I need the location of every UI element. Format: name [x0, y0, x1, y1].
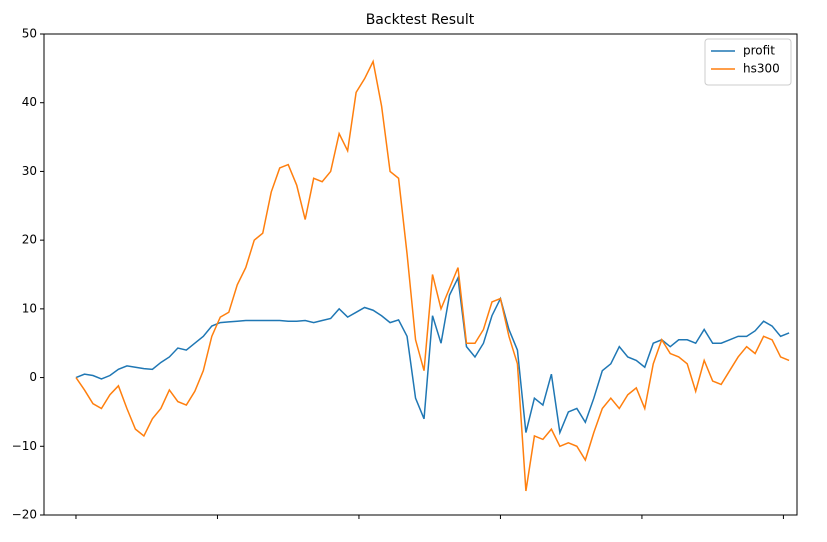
y-tick-label: 20	[22, 233, 37, 247]
legend-label: profit	[743, 44, 775, 58]
plot-frame	[43, 33, 798, 516]
y-tick-label: −10	[12, 439, 37, 453]
y-tick-label: 40	[22, 95, 37, 109]
y-tick-label: 10	[22, 301, 37, 315]
line-series	[75, 59, 790, 492]
y-tick-label: 0	[29, 370, 37, 384]
y-tick-label: 30	[22, 164, 37, 178]
y-tick-label: −20	[12, 508, 37, 522]
line-series	[75, 275, 790, 436]
y-tick-label: 50	[22, 27, 37, 41]
legend-label: hs300	[743, 62, 780, 76]
chart-title: Backtest Result	[366, 12, 475, 28]
